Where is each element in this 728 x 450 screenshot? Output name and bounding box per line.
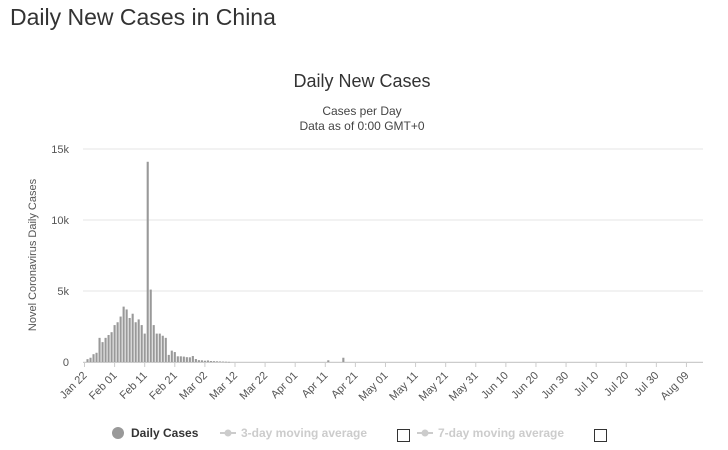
bar[interactable] <box>161 335 164 362</box>
x-tick-label: Jul 10 <box>572 370 601 399</box>
bar[interactable] <box>209 361 212 362</box>
y-tick-label: 10k <box>51 215 69 227</box>
bar[interactable] <box>342 357 345 362</box>
bar[interactable] <box>92 354 95 362</box>
legend-marker-3day <box>224 429 232 437</box>
bar[interactable] <box>107 335 110 362</box>
bar[interactable] <box>131 313 134 362</box>
y-axis-label: Novel Coronavirus Daily Cases <box>27 178 39 331</box>
bar[interactable] <box>185 357 188 362</box>
bar[interactable] <box>95 352 98 362</box>
legend-marker-7day <box>421 429 429 437</box>
bar[interactable] <box>101 342 104 362</box>
legend-label-3day-average: 3-day moving average <box>241 426 367 440</box>
bar[interactable] <box>113 325 116 362</box>
bars <box>86 161 345 363</box>
bar[interactable] <box>158 333 161 362</box>
x-tick-label: Feb 11 <box>118 370 150 402</box>
bar[interactable] <box>146 161 149 362</box>
bar[interactable] <box>197 360 200 362</box>
x-tick-label: May 01 <box>357 370 391 404</box>
bar[interactable] <box>170 350 173 362</box>
bar[interactable] <box>224 361 228 363</box>
x-tick-label: May 11 <box>387 370 420 403</box>
legend-item-7day-average[interactable]: 7-day moving average <box>417 426 564 440</box>
y-tick-label: 0 <box>63 357 69 369</box>
y-axis-ticks: 0 5k 10k 15k <box>51 144 69 369</box>
x-tick-label: Mar 22 <box>238 370 271 403</box>
bar[interactable] <box>152 325 155 362</box>
bar[interactable] <box>221 361 225 363</box>
x-tick-label: Mar 12 <box>207 370 240 403</box>
bar[interactable] <box>155 333 158 362</box>
chart-title: Daily New Cases <box>293 71 430 91</box>
x-tick-label: Jan 22 <box>58 370 90 402</box>
checkbox-7day-average[interactable] <box>594 429 607 442</box>
bar[interactable] <box>89 357 92 362</box>
bar[interactable] <box>134 322 137 362</box>
bar[interactable] <box>143 333 146 362</box>
bar[interactable] <box>179 356 182 362</box>
legend-label-7day-average: 7-day moving average <box>438 426 564 440</box>
bar[interactable] <box>206 360 209 362</box>
bar[interactable] <box>188 357 191 362</box>
x-tick-label: Jul 20 <box>602 370 631 399</box>
bar[interactable] <box>98 337 101 362</box>
bar[interactable] <box>194 359 197 362</box>
x-tick-label: Feb 21 <box>147 370 180 403</box>
x-tick-label: Apr 11 <box>300 370 331 401</box>
x-tick-label: May 31 <box>447 370 481 404</box>
legend: Daily Cases 3-day moving average 7-day mov… <box>112 426 607 442</box>
bar[interactable] <box>218 361 221 362</box>
bar[interactable] <box>173 352 176 362</box>
x-tick-label: Jul 30 <box>632 370 661 399</box>
bar[interactable] <box>164 337 167 362</box>
bar[interactable] <box>128 317 131 362</box>
x-tick-label: Feb 01 <box>87 370 120 403</box>
x-tick-label: May 21 <box>417 370 451 404</box>
legend-item-3day-average[interactable]: 3-day moving average <box>220 426 367 440</box>
legend-item-daily-cases[interactable]: Daily Cases <box>112 426 199 440</box>
bar[interactable] <box>149 289 152 362</box>
bar[interactable] <box>125 309 128 362</box>
x-tick-label: Apr 01 <box>269 370 300 401</box>
y-tick-label: 5k <box>57 286 69 298</box>
chart-subtitle-date: Data as of 0:00 GMT+0 <box>299 119 424 133</box>
bar[interactable] <box>116 322 119 362</box>
bar[interactable] <box>203 360 206 362</box>
bar[interactable] <box>122 306 125 362</box>
bar[interactable] <box>215 361 218 362</box>
legend-label-daily-cases: Daily Cases <box>131 426 199 440</box>
x-tick-label: Jun 30 <box>539 370 571 402</box>
bar[interactable] <box>200 360 203 362</box>
bar[interactable] <box>191 356 194 362</box>
x-tick-label: Jun 20 <box>509 370 541 402</box>
chart-subtitle: Cases per Day <box>322 104 401 118</box>
bar[interactable] <box>176 356 179 362</box>
bar[interactable] <box>110 332 113 362</box>
bar[interactable] <box>167 354 170 362</box>
bar[interactable] <box>140 325 143 362</box>
bar[interactable] <box>119 316 122 362</box>
gridlines <box>83 148 703 363</box>
x-tick-label: Apr 21 <box>329 370 360 401</box>
bar[interactable] <box>182 356 185 362</box>
bar[interactable] <box>86 359 89 362</box>
bar[interactable] <box>137 319 140 362</box>
checkbox-3day-average[interactable] <box>397 429 410 442</box>
y-tick-label: 15k <box>51 144 69 156</box>
bar[interactable] <box>104 337 107 362</box>
bar[interactable] <box>327 360 330 362</box>
legend-marker-daily-cases <box>112 427 124 439</box>
bar[interactable] <box>212 361 215 362</box>
x-tick-label: Mar 02 <box>177 370 210 403</box>
bar[interactable] <box>227 361 231 363</box>
x-tick-label: Aug 09 <box>658 370 691 403</box>
page-title: Daily New Cases in China <box>10 4 276 30</box>
x-tick-label: Jun 10 <box>479 370 511 402</box>
